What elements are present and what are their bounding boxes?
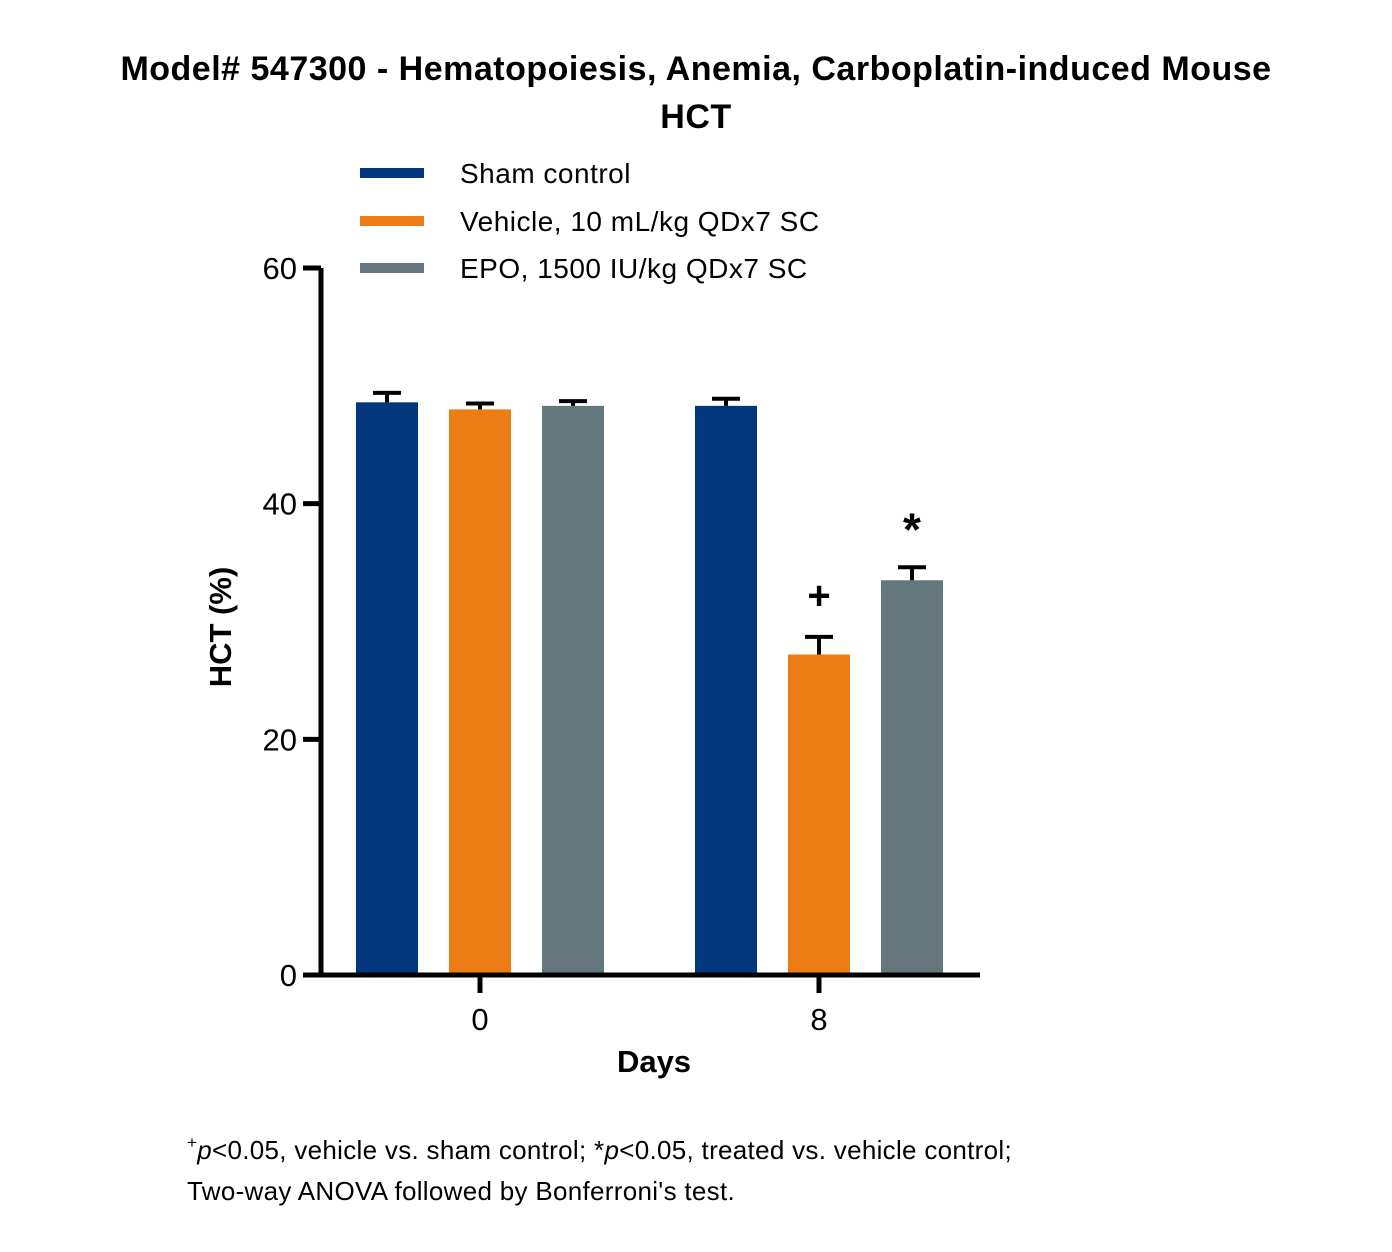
chart-title: Model# 547300 - Hematopoiesis, Anemia, C… bbox=[120, 50, 1272, 88]
significance-marker: * bbox=[903, 503, 921, 555]
footnote-significance: +p<0.05, vehicle vs. sham control; *p<0.… bbox=[187, 1133, 1012, 1166]
legend-swatch bbox=[360, 168, 424, 178]
y-tick-label: 60 bbox=[263, 251, 297, 286]
significance-marker: + bbox=[807, 574, 830, 618]
x-tick-label: 8 bbox=[810, 1002, 827, 1037]
legend-swatch bbox=[360, 216, 424, 226]
y-axis-label: HCT (%) bbox=[203, 567, 238, 688]
legend-label: Sham control bbox=[460, 158, 631, 189]
legend-swatch bbox=[360, 263, 424, 273]
footnote-p-symbol: p bbox=[197, 1135, 212, 1165]
x-axis-label: Days bbox=[617, 1044, 691, 1079]
x-tick-label: 0 bbox=[471, 1002, 488, 1037]
footnote-method: Two-way ANOVA followed by Bonferroni's t… bbox=[187, 1176, 736, 1206]
bar bbox=[881, 580, 943, 975]
y-tick-label: 0 bbox=[280, 958, 297, 993]
y-tick-label: 20 bbox=[263, 722, 297, 757]
bar bbox=[788, 654, 850, 975]
chart-subtitle: HCT bbox=[660, 98, 732, 136]
y-tick-label: 40 bbox=[263, 487, 297, 522]
bar bbox=[542, 405, 604, 975]
bar bbox=[356, 402, 418, 976]
bar bbox=[695, 405, 757, 975]
footnote-p-symbol: p bbox=[604, 1135, 620, 1165]
legend-label: EPO, 1500 IU/kg QDx7 SC bbox=[460, 253, 808, 284]
footnote-superscript: + bbox=[187, 1133, 198, 1152]
footnote-text-2: <0.05, treated vs. vehicle control; bbox=[619, 1135, 1012, 1165]
bar bbox=[449, 409, 511, 975]
footnote-text-1: <0.05, vehicle vs. sham control; * bbox=[212, 1135, 605, 1165]
legend-label: Vehicle, 10 mL/kg QDx7 SC bbox=[460, 206, 820, 237]
